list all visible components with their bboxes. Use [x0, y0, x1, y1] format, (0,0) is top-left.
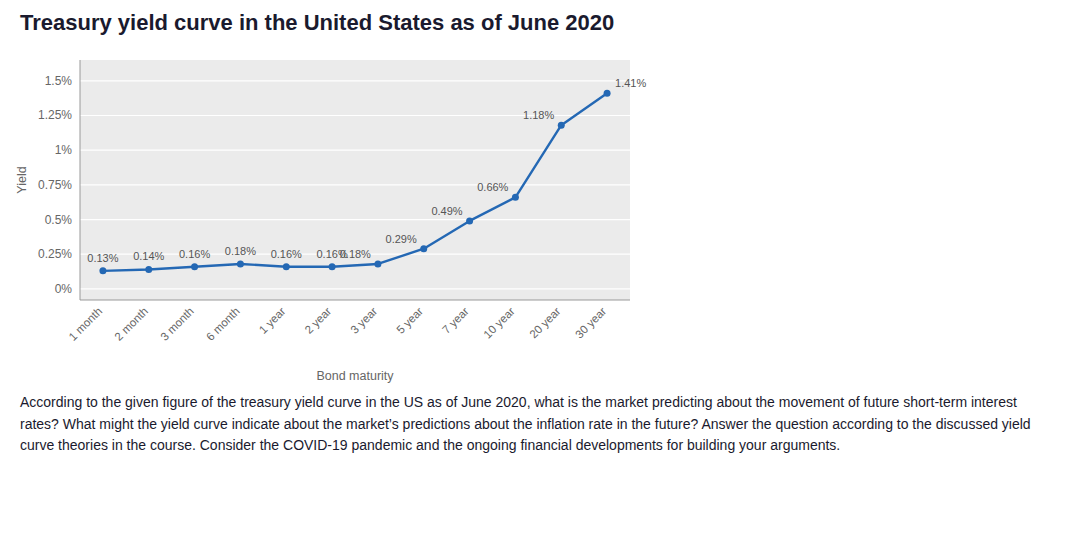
title: Treasury yield curve in the United State… — [20, 10, 614, 36]
data-label: 1.18% — [523, 109, 554, 121]
chart-svg: 0% 0.25% 0.5% 0.75% 1% 1.25% 1.5% 1 month2 mont… — [10, 48, 650, 386]
grid-line — [80, 184, 630, 185]
y-tick-label: 1% — [55, 143, 73, 157]
marker — [420, 245, 427, 252]
x-tick-label: 5 year — [394, 305, 425, 336]
x-tick-label: 2 month — [112, 305, 150, 343]
x-tick-label: 6 month — [204, 305, 242, 343]
data-label: 0.66% — [477, 181, 508, 193]
marker — [374, 260, 381, 267]
y-tick-label: 0% — [55, 282, 73, 296]
x-tick-label: 30 year — [573, 305, 609, 341]
x-tick-label: 3 year — [348, 305, 379, 336]
x-tick-label: 2 year — [302, 305, 333, 336]
marker — [191, 263, 198, 270]
y-axis-line — [80, 60, 81, 300]
marker — [329, 263, 336, 270]
marker — [604, 90, 611, 97]
body-text: According to the given figure of the tre… — [20, 392, 1048, 457]
data-label: 0.18% — [225, 245, 256, 257]
marker — [99, 267, 106, 274]
x-tick-label: 1 year — [257, 305, 288, 336]
marker — [466, 217, 473, 224]
grid-line — [80, 288, 630, 289]
y-axis-label: Yield — [15, 166, 29, 193]
marker — [512, 194, 519, 201]
plot-background — [80, 60, 630, 300]
x-tick-label: 10 year — [481, 305, 517, 341]
data-label: 0.29% — [386, 233, 417, 245]
marker — [237, 260, 244, 267]
y-tick-label: 1.25% — [38, 108, 72, 122]
data-label: 0.16% — [271, 248, 302, 260]
x-tick-label: 1 month — [66, 305, 104, 343]
data-label: 0.13% — [87, 252, 118, 264]
x-axis-line — [80, 300, 630, 301]
y-tick-label: 0.75% — [38, 178, 72, 192]
data-label: 0.16% — [179, 248, 210, 260]
x-axis-label: Bond maturity — [316, 369, 394, 383]
x-tick-label: 20 year — [527, 305, 563, 341]
grid-line — [80, 150, 630, 151]
x-tick-label: 7 year — [440, 305, 471, 336]
line — [103, 93, 607, 271]
data-label: 0.49% — [431, 205, 462, 217]
marker — [145, 266, 152, 273]
data-label: 0.18% — [340, 248, 371, 260]
grid-line — [80, 80, 630, 81]
y-tick-label: 0.5% — [45, 213, 73, 227]
y-tick-label: 1.5% — [45, 74, 73, 88]
grid-line — [80, 219, 630, 220]
data-label: 0.14% — [133, 250, 164, 262]
x-tick-label: 3 month — [158, 305, 196, 343]
marker — [558, 122, 565, 129]
marker — [283, 263, 290, 270]
data-group — [99, 90, 610, 275]
data-label: 1.41% — [615, 77, 646, 89]
y-tick-label: 0.25% — [38, 247, 72, 261]
